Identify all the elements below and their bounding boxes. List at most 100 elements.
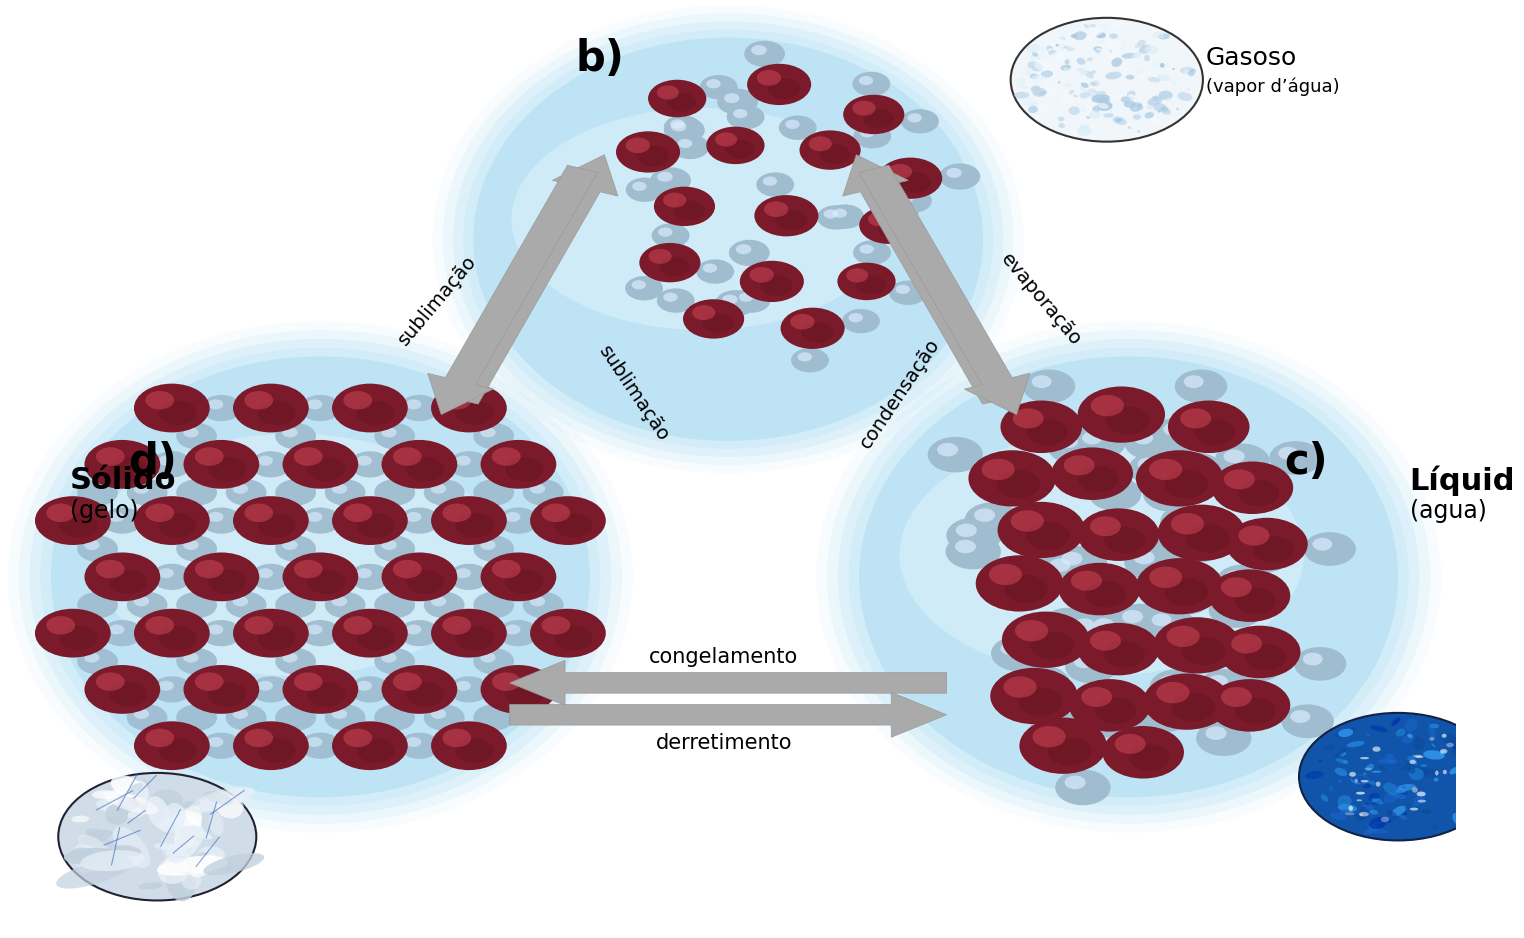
Circle shape — [523, 592, 564, 618]
Circle shape — [78, 648, 117, 674]
Circle shape — [492, 447, 521, 466]
Circle shape — [1059, 563, 1140, 615]
Circle shape — [134, 709, 149, 719]
Ellipse shape — [1091, 94, 1109, 103]
Circle shape — [817, 205, 855, 230]
Ellipse shape — [1166, 98, 1172, 101]
Ellipse shape — [1120, 97, 1129, 102]
Ellipse shape — [1103, 39, 1116, 49]
Circle shape — [504, 457, 543, 481]
Circle shape — [405, 737, 422, 747]
Circle shape — [357, 401, 395, 425]
Circle shape — [1077, 386, 1164, 443]
Circle shape — [1209, 675, 1228, 688]
Ellipse shape — [1097, 97, 1111, 104]
Circle shape — [1160, 504, 1216, 539]
Circle shape — [1186, 524, 1230, 552]
Circle shape — [820, 144, 850, 164]
Circle shape — [1205, 726, 1227, 740]
Circle shape — [59, 626, 98, 650]
Circle shape — [530, 597, 546, 606]
Circle shape — [332, 609, 408, 658]
Circle shape — [1064, 736, 1084, 749]
Text: derretimento: derretimento — [655, 733, 792, 753]
Circle shape — [480, 540, 495, 550]
Circle shape — [308, 682, 344, 706]
Ellipse shape — [1081, 83, 1088, 88]
Circle shape — [375, 592, 415, 618]
Ellipse shape — [1385, 754, 1398, 764]
Circle shape — [888, 164, 911, 179]
Circle shape — [826, 204, 864, 229]
Ellipse shape — [1023, 85, 1029, 89]
Circle shape — [1135, 450, 1224, 507]
Ellipse shape — [1443, 734, 1460, 747]
Circle shape — [504, 512, 521, 522]
Circle shape — [201, 733, 242, 759]
Circle shape — [974, 508, 995, 522]
Circle shape — [226, 704, 267, 731]
Ellipse shape — [1173, 83, 1177, 84]
Circle shape — [332, 484, 347, 493]
Circle shape — [1169, 586, 1189, 599]
Text: congelamento: congelamento — [649, 646, 799, 667]
Circle shape — [776, 209, 808, 230]
Circle shape — [1065, 776, 1085, 789]
Circle shape — [1149, 459, 1183, 480]
Circle shape — [1134, 551, 1155, 565]
Ellipse shape — [134, 780, 149, 804]
Ellipse shape — [1158, 74, 1169, 81]
Circle shape — [1102, 710, 1123, 724]
Circle shape — [35, 609, 111, 658]
Ellipse shape — [1338, 729, 1353, 737]
Circle shape — [250, 564, 291, 590]
Ellipse shape — [1027, 61, 1042, 71]
Ellipse shape — [1340, 752, 1346, 756]
Circle shape — [96, 673, 125, 691]
Circle shape — [625, 276, 663, 300]
Circle shape — [300, 395, 341, 421]
Circle shape — [1027, 419, 1068, 446]
Circle shape — [937, 443, 959, 457]
Ellipse shape — [91, 433, 495, 676]
Ellipse shape — [1407, 756, 1417, 764]
Ellipse shape — [433, 6, 1024, 473]
Circle shape — [158, 568, 174, 578]
Text: Sólido: Sólido — [70, 466, 177, 494]
Circle shape — [134, 484, 149, 493]
Ellipse shape — [1384, 793, 1398, 804]
Text: (vapor d’água): (vapor d’água) — [1205, 77, 1340, 96]
Ellipse shape — [1396, 789, 1407, 793]
Circle shape — [768, 78, 800, 98]
Circle shape — [84, 665, 160, 714]
Circle shape — [860, 206, 917, 244]
Circle shape — [663, 293, 678, 302]
Ellipse shape — [1082, 35, 1094, 42]
Ellipse shape — [8, 321, 632, 833]
Circle shape — [668, 93, 696, 112]
Ellipse shape — [1330, 812, 1347, 820]
Ellipse shape — [1359, 757, 1369, 759]
Circle shape — [1077, 508, 1160, 561]
Circle shape — [1224, 449, 1245, 463]
Ellipse shape — [209, 812, 224, 836]
Ellipse shape — [1145, 112, 1154, 118]
Ellipse shape — [1090, 23, 1096, 27]
Circle shape — [1181, 533, 1202, 546]
Ellipse shape — [1402, 734, 1414, 743]
Circle shape — [1047, 429, 1103, 464]
Ellipse shape — [1111, 57, 1122, 67]
Ellipse shape — [1087, 57, 1093, 61]
Ellipse shape — [1029, 106, 1038, 113]
Circle shape — [349, 451, 390, 477]
Ellipse shape — [1362, 804, 1375, 809]
Circle shape — [997, 470, 1041, 498]
Circle shape — [626, 138, 649, 153]
Ellipse shape — [1038, 56, 1041, 59]
Circle shape — [276, 536, 315, 562]
Circle shape — [1282, 704, 1334, 738]
Circle shape — [1052, 447, 1132, 500]
Circle shape — [1143, 608, 1195, 642]
Ellipse shape — [1431, 743, 1436, 748]
Circle shape — [674, 201, 704, 220]
